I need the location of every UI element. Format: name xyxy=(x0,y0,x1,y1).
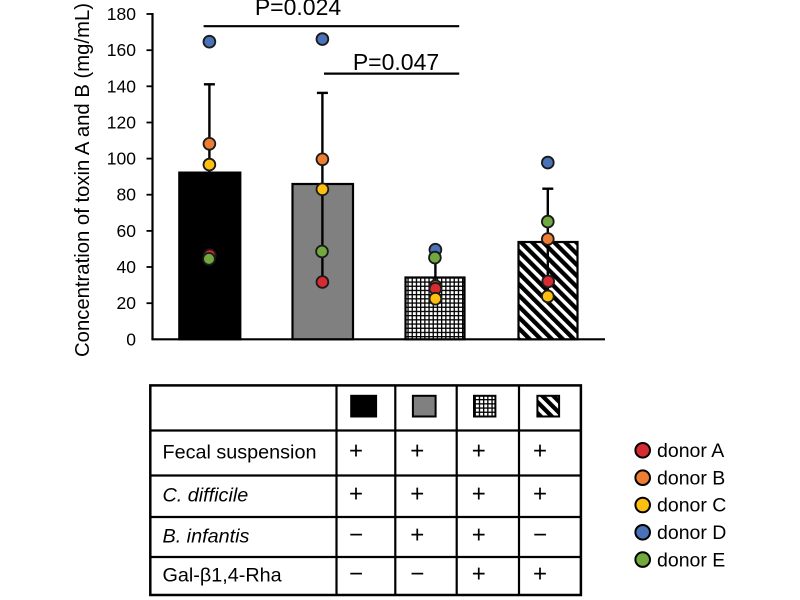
svg-text:+: + xyxy=(533,481,547,508)
svg-text:−: − xyxy=(349,522,363,549)
svg-text:−: − xyxy=(533,522,547,549)
svg-text:P=0.024: P=0.024 xyxy=(255,0,342,20)
svg-text:donor E: donor E xyxy=(657,549,725,571)
svg-text:Concentration of toxin A and B: Concentration of toxin A and B (mg/mL) xyxy=(72,3,94,357)
svg-text:40: 40 xyxy=(117,257,137,277)
svg-text:+: + xyxy=(410,522,424,549)
svg-text:donor B: donor B xyxy=(657,467,725,489)
svg-text:+: + xyxy=(533,438,547,465)
svg-text:C. difficile: C. difficile xyxy=(163,485,249,507)
svg-text:+: + xyxy=(472,438,486,465)
svg-text:60: 60 xyxy=(117,221,137,241)
svg-text:+: + xyxy=(410,438,424,465)
svg-text:+: + xyxy=(533,561,547,588)
svg-text:B. infantis: B. infantis xyxy=(163,526,250,548)
svg-text:+: + xyxy=(349,481,363,508)
svg-text:+: + xyxy=(472,522,486,549)
svg-text:+: + xyxy=(472,481,486,508)
svg-text:P=0.047: P=0.047 xyxy=(353,49,439,75)
svg-text:0: 0 xyxy=(126,329,136,349)
svg-text:donor D: donor D xyxy=(657,522,726,544)
svg-text:120: 120 xyxy=(107,113,136,133)
svg-text:Gal-β1,4-Rha: Gal-β1,4-Rha xyxy=(163,565,282,587)
svg-text:80: 80 xyxy=(117,185,137,205)
svg-text:−: − xyxy=(410,561,424,588)
svg-text:donor C: donor C xyxy=(657,495,726,517)
svg-text:140: 140 xyxy=(107,76,136,96)
svg-text:160: 160 xyxy=(107,40,136,60)
svg-text:100: 100 xyxy=(107,149,136,169)
svg-text:+: + xyxy=(472,561,486,588)
svg-text:−: − xyxy=(349,561,363,588)
svg-text:donor A: donor A xyxy=(657,440,724,462)
svg-text:20: 20 xyxy=(117,293,137,313)
svg-text:Fecal suspension: Fecal suspension xyxy=(163,442,317,464)
svg-text:+: + xyxy=(349,438,363,465)
svg-text:+: + xyxy=(410,481,424,508)
svg-text:180: 180 xyxy=(107,4,136,24)
